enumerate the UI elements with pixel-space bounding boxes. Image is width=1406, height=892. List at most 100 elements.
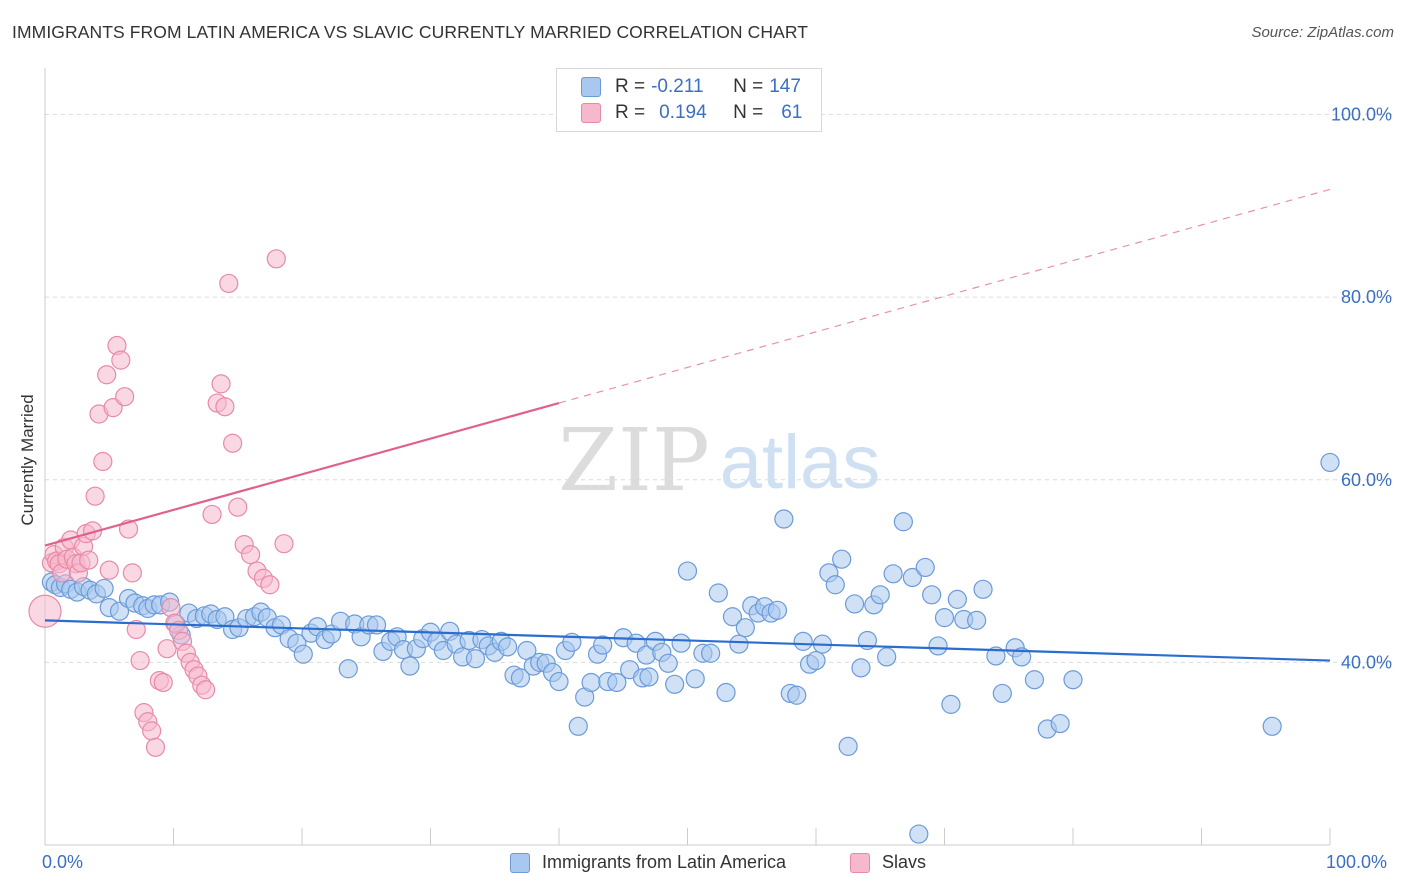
point-latin-america: [774, 509, 794, 529]
point-slavs: [93, 451, 113, 472]
point-slavs: [219, 273, 239, 294]
legend-label: Immigrants from Latin America: [542, 852, 787, 872]
point-latin-america: [607, 672, 627, 693]
point-slavs: [274, 534, 294, 554]
legend-swatch-pink: [581, 103, 601, 123]
point-latin-america: [677, 561, 698, 581]
point-slavs: [260, 575, 280, 595]
legend-swatch-blue: [510, 852, 530, 873]
legend-row-latin-america: R = -0.211 N = 147: [581, 75, 801, 99]
point-slavs: [99, 560, 119, 580]
point-latin-america: [568, 716, 588, 736]
point-slavs: [122, 563, 142, 583]
point-latin-america: [838, 736, 858, 756]
point-latin-america: [639, 667, 659, 687]
point-latin-america: [498, 637, 518, 657]
y-tick-labels: 40.0% 60.0% 80.0% 100.0%: [1331, 105, 1392, 673]
point-latin-america: [1024, 670, 1045, 690]
point-latin-america: [941, 694, 961, 714]
x-tick-label-min: 0.0%: [42, 852, 84, 872]
point-latin-america: [716, 682, 736, 703]
y-tick-label: 100.0%: [1331, 105, 1392, 125]
grid: [45, 114, 1392, 663]
axes: [44, 68, 1331, 846]
point-latin-america: [973, 579, 993, 599]
point-slavs: [145, 737, 166, 757]
point-slavs: [266, 249, 286, 269]
point-latin-america: [665, 674, 685, 694]
point-latin-america: [870, 585, 890, 605]
watermark-atlas: atlas: [720, 420, 881, 505]
point-slavs: [223, 433, 243, 453]
series-slavs-points: [28, 249, 294, 757]
point-slavs: [215, 397, 235, 417]
point-slavs: [153, 672, 173, 693]
point-slavs: [142, 721, 162, 741]
point-latin-america: [844, 594, 865, 614]
point-latin-america: [767, 600, 788, 620]
n-label: N =: [733, 76, 764, 97]
trend-line-latin-america: [44, 619, 1331, 662]
point-latin-america: [1050, 713, 1070, 734]
point-latin-america: [832, 549, 852, 569]
n-label: N =: [733, 102, 764, 123]
series-legend: Immigrants from Latin America Slavs: [0, 852, 1406, 878]
series-latin-america-points: [41, 452, 1340, 844]
point-latin-america: [729, 634, 749, 654]
point-slavs: [28, 594, 62, 628]
point-slavs: [79, 550, 99, 570]
point-latin-america: [877, 647, 897, 667]
point-slavs: [111, 350, 131, 370]
r-value: -0.211: [651, 76, 704, 97]
point-latin-america: [400, 656, 420, 676]
source-label: Source: ZipAtlas.com: [1251, 24, 1394, 41]
point-latin-america: [825, 575, 845, 595]
point-slavs: [85, 486, 105, 506]
point-latin-america: [851, 658, 871, 678]
point-latin-america: [922, 585, 942, 605]
point-latin-america: [708, 583, 728, 603]
correlation-legend: R = -0.211 N = 147 R = 0.194 N = 61: [556, 68, 822, 132]
point-latin-america: [902, 567, 922, 588]
legend-swatch-pink: [850, 852, 870, 873]
point-latin-america: [787, 685, 807, 705]
point-slavs: [130, 650, 150, 671]
point-latin-america: [1011, 647, 1032, 667]
point-latin-america: [549, 671, 569, 692]
point-slavs: [97, 365, 117, 385]
legend-swatch-blue: [581, 77, 601, 97]
point-latin-america: [893, 512, 913, 532]
point-latin-america: [992, 683, 1012, 704]
n-value: 61: [781, 102, 803, 123]
point-latin-america: [934, 608, 955, 628]
legend-item-latin-america: Immigrants from Latin America: [510, 852, 786, 873]
point-latin-america: [366, 615, 387, 635]
y-tick-label: 40.0%: [1341, 652, 1392, 672]
n-value: 147: [769, 76, 801, 97]
trend-lines: [44, 188, 1331, 662]
point-latin-america: [293, 644, 313, 664]
point-slavs: [211, 374, 231, 394]
watermark: ZIP atlas: [558, 411, 880, 511]
point-latin-america: [685, 669, 705, 689]
point-latin-america: [909, 824, 929, 844]
point-latin-america: [465, 649, 486, 669]
point-latin-america: [967, 610, 987, 630]
r-value: 0.194: [659, 102, 707, 123]
point-latin-america: [793, 631, 813, 651]
point-latin-america: [1262, 716, 1282, 736]
point-latin-america: [658, 653, 678, 673]
point-slavs: [115, 387, 135, 407]
point-slavs: [228, 497, 248, 517]
trend-line-slavs-extrapolated: [558, 188, 1331, 404]
point-slavs: [241, 545, 261, 565]
point-latin-america: [986, 646, 1006, 666]
x-tick-label-max: 100.0%: [1326, 852, 1388, 872]
point-latin-america: [510, 668, 531, 688]
point-slavs: [157, 639, 177, 659]
point-latin-america: [581, 672, 601, 693]
point-latin-america: [722, 607, 743, 627]
point-slavs: [196, 680, 216, 700]
legend-item-slavs: Slavs: [850, 852, 926, 873]
